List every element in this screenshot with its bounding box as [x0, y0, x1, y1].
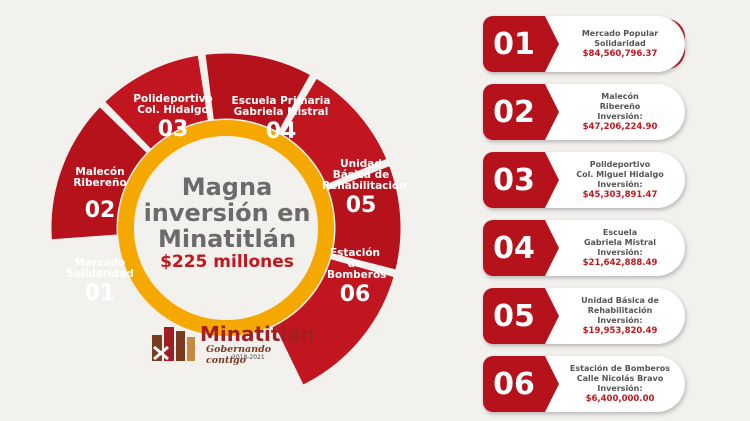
project-card-03: 03 Polideportivo Col. Miguel Hidalgo Inv…: [483, 152, 685, 208]
segment-number: 03: [157, 117, 189, 143]
card-number: 03: [483, 152, 559, 208]
segment-number: 04: [265, 119, 297, 145]
segment-name: Unidad Básica de Rehabilitación: [322, 158, 407, 193]
card-line1: Estación de Bomberos: [569, 364, 671, 373]
card-number: 02: [483, 84, 559, 140]
card-line2: Solidaridad: [594, 39, 646, 48]
card-line2: Gabriela Mistral: [583, 238, 657, 247]
segment-label-02: Malecón Ribereño 02: [56, 166, 144, 224]
logo-slogan: Gobernando contigo: [206, 344, 272, 366]
card-text: Mercado Popular Solidaridad $84,560,796.…: [561, 16, 679, 72]
card-line3: Inversión:: [597, 180, 643, 189]
card-amount: $21,642,888.49: [582, 258, 658, 268]
card-amount: $47,206,224.90: [582, 122, 658, 132]
segment-number: 01: [84, 281, 116, 307]
card-line1: Malecón: [601, 92, 639, 101]
segment-name: Polideportivo Col. Hidalgo: [133, 93, 213, 117]
card-line1: Mercado Popular: [581, 29, 659, 38]
segment-name: Malecón Ribereño: [73, 166, 127, 190]
segment-name: Mercado Solidaridad: [66, 257, 134, 281]
segment-number: 06: [339, 282, 371, 308]
project-card-01: 01 Mercado Popular Solidaridad $84,560,7…: [483, 16, 685, 72]
card-line1: Unidad Básica de: [581, 296, 659, 305]
card-number: 04: [483, 220, 559, 276]
card-text: Estación de Bomberos Calle Nicolás Bravo…: [561, 356, 679, 412]
segment-label-03: Polideportivo Col. Hidalgo 03: [118, 93, 228, 143]
minatitlan-logo: Minatitlán Gobernando contigo 2018-2021: [150, 323, 315, 366]
card-amount: $6,400,000.00: [585, 394, 655, 404]
center-amount: $225 millones: [160, 252, 294, 272]
segment-label-04: Escuela Primaria Gabriela Mistral 04: [222, 95, 340, 145]
center-title: Magna inversión en Minatitlán: [143, 173, 311, 253]
center-disc: [134, 136, 318, 320]
project-card-02: 02 Malecón Ribereño Inversión: $47,206,2…: [483, 84, 685, 140]
card-line3: Inversión:: [597, 112, 643, 121]
card-number: 06: [483, 356, 559, 412]
segment-number: 02: [84, 198, 116, 224]
segment-name: Estación de Bomberos: [327, 247, 387, 282]
logo-building-icon: [152, 327, 195, 361]
project-card-06: 06 Estación de Bomberos Calle Nicolás Br…: [483, 356, 685, 412]
card-amount: $19,953,820.49: [582, 326, 658, 336]
card-line3: Inversión:: [597, 384, 643, 393]
card-line2: Calle Nicolás Bravo: [576, 374, 664, 383]
project-card-05: 05 Unidad Básica de Rehabilitación Inver…: [483, 288, 685, 344]
card-text: Escuela Gabriela Mistral Inversión: $21,…: [561, 220, 679, 276]
card-line2: Ribereño: [599, 102, 641, 111]
card-line1: Polideportivo: [589, 160, 651, 169]
segment-number: 05: [345, 193, 377, 219]
investment-wheel: [50, 52, 402, 387]
segment-label-06: Estación de Bomberos 06: [324, 247, 387, 308]
card-line1: Escuela: [602, 228, 638, 237]
segment-name: Escuela Primaria Gabriela Mistral: [231, 95, 331, 119]
project-card-04: 04 Escuela Gabriela Mistral Inversión: $…: [483, 220, 685, 276]
card-line3: Inversión:: [597, 316, 643, 325]
card-text: Polideportivo Col. Miguel Hidalgo Invers…: [561, 152, 679, 208]
card-text: Malecón Ribereño Inversión: $47,206,224.…: [561, 84, 679, 140]
card-line2: Col. Miguel Hidalgo: [576, 170, 664, 179]
segment-label-01: Mercado Solidaridad 01: [52, 257, 148, 307]
card-text: Unidad Básica de Rehabilitación Inversió…: [561, 288, 679, 344]
logo-years: 2018-2021: [232, 354, 265, 361]
card-amount: $45,303,891.47: [582, 190, 658, 200]
card-line2: Rehabilitación: [587, 306, 653, 315]
orange-ring: [118, 120, 334, 336]
segment-label-05: Unidad Básica de Rehabilitación 05: [318, 158, 407, 219]
card-number: 05: [483, 288, 559, 344]
logo-name: Minatitlán: [200, 322, 316, 346]
card-line3: Inversión:: [597, 248, 643, 257]
card-amount: $84,560,796.37: [582, 49, 658, 59]
card-number: 01: [483, 16, 559, 72]
